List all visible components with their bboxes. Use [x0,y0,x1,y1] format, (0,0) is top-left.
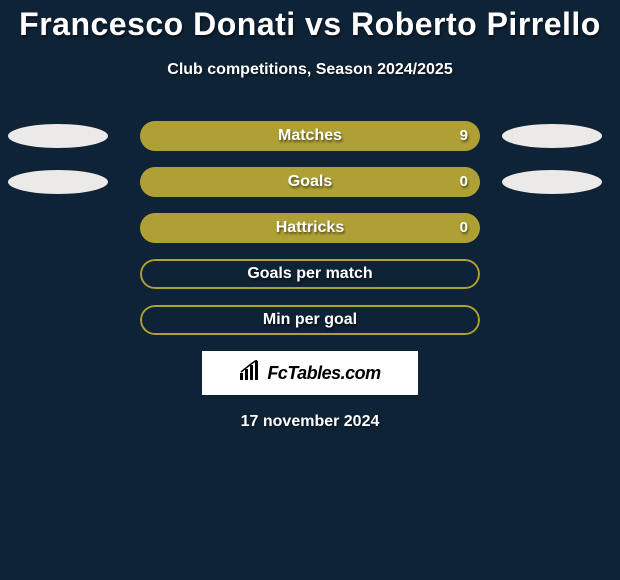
stat-bar-border [140,259,480,289]
page-title: Francesco Donati vs Roberto Pirrello [0,0,620,43]
stat-bar: Matches9 [140,121,480,151]
stat-row: Goals0 [0,167,620,197]
stat-label: Min per goal [140,305,480,335]
stat-bar-fill [140,121,480,151]
player-left-marker [8,124,108,148]
chart-icon [239,360,261,387]
logo-text: FcTables.com [267,363,380,384]
stat-bar: Min per goal [140,305,480,335]
stat-row: Goals per match [0,259,620,289]
stat-bar: Goals per match [140,259,480,289]
stat-bar: Hattricks0 [140,213,480,243]
date-text: 17 november 2024 [0,413,620,431]
stat-row: Matches9 [0,121,620,151]
logo-box: FcTables.com [202,351,418,395]
page-subtitle: Club competitions, Season 2024/2025 [0,61,620,79]
stat-label: Goals per match [140,259,480,289]
stat-bar-border [140,305,480,335]
stat-bar-fill [140,167,480,197]
player-right-marker [502,124,602,148]
player-left-marker [8,170,108,194]
stat-bar-fill [140,213,480,243]
player-right-marker [502,170,602,194]
stat-row: Hattricks0 [0,213,620,243]
stat-bar: Goals0 [140,167,480,197]
stat-row: Min per goal [0,305,620,335]
stats-container: Matches9 Goals0 Hattricks0 Goals per match M… [0,121,620,335]
